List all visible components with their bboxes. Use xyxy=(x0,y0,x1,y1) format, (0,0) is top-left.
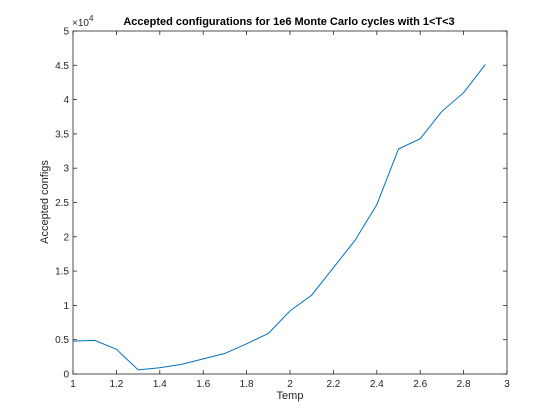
y-tick-label: 5 xyxy=(63,27,69,38)
x-tick-label: 1.8 xyxy=(240,379,254,390)
x-tick-label: 1.4 xyxy=(153,379,167,390)
series-line xyxy=(72,64,486,371)
x-tick-label: 2 xyxy=(287,379,293,390)
x-axis-label: Temp xyxy=(277,390,304,402)
y-tick-label: 3.5 xyxy=(55,129,69,140)
chart-title: Accepted configurations for 1e6 Monte Ca… xyxy=(123,16,454,28)
y-ticks: 0 0.5 1 1.5 2 2.5 3 3.5 4 4.5 5 xyxy=(55,27,507,381)
y-exponent: ×10 4 xyxy=(72,14,94,29)
y-exponent-power: 4 xyxy=(89,14,94,23)
x-tick-label: 2.6 xyxy=(413,379,427,390)
y-axis-label: Accepted configs xyxy=(39,160,51,244)
x-tick-label: 2.2 xyxy=(326,379,340,390)
y-tick-label: 2.5 xyxy=(55,198,69,209)
x-tick-label: 2.4 xyxy=(370,379,384,390)
y-tick-label: 0.5 xyxy=(55,335,69,346)
y-exponent-base: ×10 xyxy=(72,18,89,29)
y-tick-label: 4.5 xyxy=(55,61,69,72)
x-tick-label: 2.8 xyxy=(457,379,471,390)
x-tick-label: 3 xyxy=(504,379,510,390)
x-ticks: 1 1.2 1.4 1.6 1.8 2 2.2 2.4 2.6 2.8 3 xyxy=(70,31,510,390)
y-tick-label: 1.5 xyxy=(55,267,69,278)
y-tick-label: 3 xyxy=(63,164,69,175)
x-tick-label: 1.2 xyxy=(109,379,123,390)
y-tick-label: 1 xyxy=(63,301,69,312)
y-tick-label: 0 xyxy=(63,370,69,381)
x-tick-label: 1.6 xyxy=(196,379,210,390)
plot-area xyxy=(72,30,508,375)
x-tick-label: 1 xyxy=(70,379,76,390)
y-tick-label: 2 xyxy=(63,232,69,243)
y-tick-label: 4 xyxy=(63,95,69,106)
